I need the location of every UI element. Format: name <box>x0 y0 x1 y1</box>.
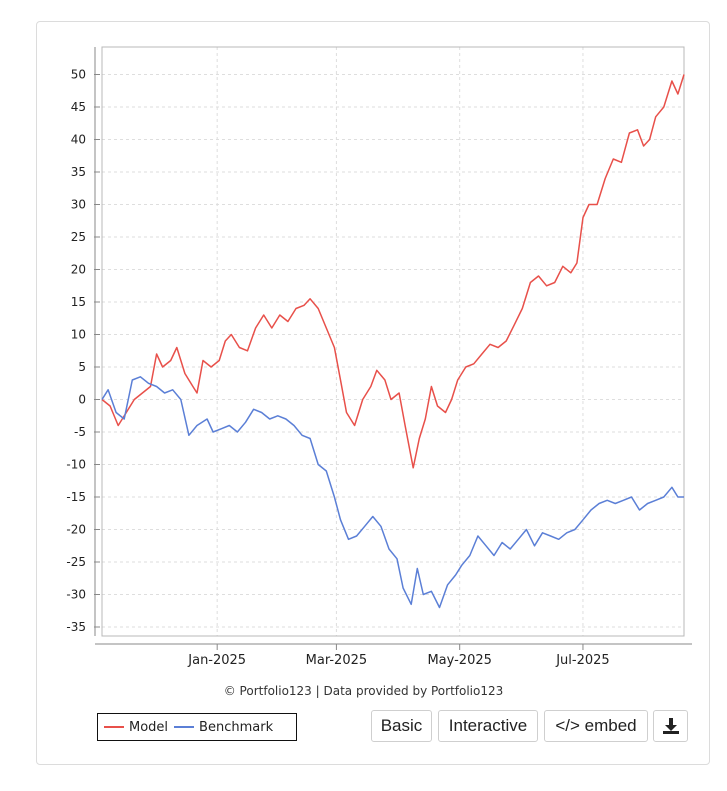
chart-legend: Model Benchmark <box>97 713 297 741</box>
interactive-button[interactable]: Interactive <box>438 710 538 742</box>
series-line-benchmark <box>101 376 684 609</box>
y-tick-label: -20 <box>66 523 86 537</box>
download-icon <box>662 718 679 734</box>
legend-swatch-model <box>104 726 124 728</box>
series-lines <box>101 74 685 609</box>
legend-label-model: Model <box>129 719 169 735</box>
x-tick-label: Jul-2025 <box>555 653 609 668</box>
legend-item-model: Model <box>104 720 168 735</box>
y-tick-label: 30 <box>71 198 86 212</box>
y-tick-label: -30 <box>66 588 86 602</box>
series-line-model <box>101 74 685 469</box>
grid-lines <box>102 47 684 636</box>
axes: 50454035302520151050-5-10-15-20-25-30-35… <box>66 47 692 668</box>
plot-area <box>101 46 685 637</box>
x-tick-label: Mar-2025 <box>306 653 367 668</box>
y-tick-label: 15 <box>71 295 86 309</box>
y-tick-label: 0 <box>78 393 86 407</box>
y-tick-label: -5 <box>74 425 86 439</box>
y-tick-label: -35 <box>66 620 86 634</box>
y-tick-label: 50 <box>71 68 86 82</box>
y-tick-label: 35 <box>71 165 86 179</box>
y-tick-label: 20 <box>71 263 86 277</box>
basic-button[interactable]: Basic <box>371 710 432 742</box>
y-tick-label: 10 <box>71 328 86 342</box>
y-tick-label: -25 <box>66 555 86 569</box>
y-tick-label: 40 <box>71 133 86 147</box>
x-tick-label: May-2025 <box>427 653 491 668</box>
legend-label-benchmark: Benchmark <box>199 719 274 735</box>
x-tick-label: Jan-2025 <box>187 653 246 668</box>
chart-credit: © Portfolio123 | Data provided by Portfo… <box>223 684 504 698</box>
chart-card <box>36 21 710 765</box>
performance-chart: 50454035302520151050-5-10-15-20-25-30-35… <box>66 46 692 668</box>
download-button[interactable] <box>653 710 688 742</box>
legend-swatch-benchmark <box>174 726 195 728</box>
y-tick-label: 45 <box>71 100 86 114</box>
y-tick-label: -15 <box>66 490 86 504</box>
legend-item-benchmark: Benchmark <box>174 720 273 735</box>
y-tick-label: -10 <box>66 458 86 472</box>
embed-button[interactable]: </> embed <box>544 710 648 742</box>
y-tick-label: 5 <box>78 360 86 374</box>
y-tick-label: 25 <box>71 230 86 244</box>
